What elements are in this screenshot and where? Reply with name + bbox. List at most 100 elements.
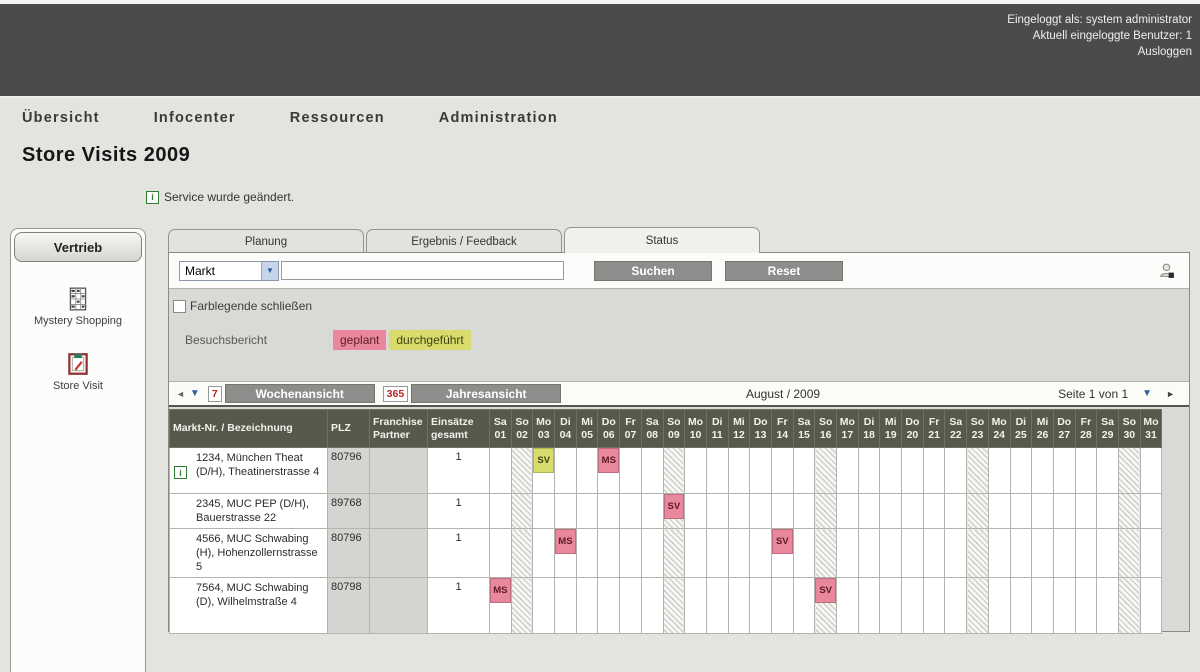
day-header-sa22: Sa 22	[944, 409, 968, 448]
day-cell	[575, 493, 599, 529]
day-cell	[792, 493, 816, 529]
day-cell	[510, 493, 534, 529]
day-header-mo03: Mo 03	[532, 409, 556, 448]
week-back-icon[interactable]: ◄	[176, 388, 185, 399]
day-cell	[597, 528, 621, 578]
day-cell	[532, 493, 556, 529]
nav-item-infocenter[interactable]: Infocenter	[153, 110, 236, 126]
day-cell: SV	[662, 493, 686, 529]
visit-badge-ms[interactable]: MS	[598, 448, 620, 473]
day-cell	[727, 447, 751, 494]
sidebar-item-store-visit[interactable]: Store Visit	[11, 351, 145, 392]
visit-badge-ms[interactable]: MS	[490, 578, 511, 603]
day-header-mo31: Mo 31	[1139, 409, 1163, 448]
day-cell	[1009, 493, 1033, 529]
masthead: Eingeloggt als: system administrator Akt…	[0, 4, 1200, 98]
day-cell	[1031, 528, 1054, 578]
day-header-so16: So 16	[814, 409, 837, 448]
day-cell	[857, 447, 881, 494]
table-header-row: Markt-Nr. / Bezeichnung PLZ Franchise Part…	[169, 409, 1163, 448]
day-header-fr21: Fr 21	[922, 409, 946, 448]
nav-item-bersicht[interactable]: Übersicht	[22, 110, 100, 126]
day-cell	[1096, 577, 1119, 634]
day-cell: SV	[770, 528, 794, 578]
plz-cell: 89768	[327, 493, 370, 529]
tab-planung[interactable]: Planung	[168, 229, 364, 253]
day-header-so02: So 02	[510, 409, 534, 448]
visit-badge-sv[interactable]: SV	[663, 494, 685, 519]
tab-ergebnis-feedback[interactable]: Ergebnis / Feedback	[366, 229, 562, 253]
day-cell	[489, 447, 512, 494]
day-cell	[966, 577, 989, 634]
legend-row: Besuchsbericht geplant durchgeführt	[185, 330, 474, 350]
day-cell	[1074, 447, 1098, 494]
page-title: Store Visits 2009	[22, 144, 191, 166]
week-dropdown-icon[interactable]: ▼	[189, 388, 200, 399]
sidebar-header-vertrieb[interactable]: Vertrieb	[14, 232, 142, 262]
day-cell	[836, 528, 859, 578]
day-cell	[1139, 577, 1163, 634]
visit-badge-sv[interactable]: SV	[771, 529, 793, 554]
week-count-badge: 7	[207, 385, 222, 402]
jahresansicht-button[interactable]: Jahresansicht	[411, 384, 562, 403]
day-cell	[705, 447, 729, 494]
day-header-do13: Do 13	[749, 409, 772, 448]
einsaetze-cell: 1	[427, 447, 490, 494]
user-icon[interactable]	[1158, 262, 1175, 279]
tab-status[interactable]: Status	[564, 227, 760, 253]
info-icon[interactable]: i	[174, 466, 187, 479]
day-header-do06: Do 06	[597, 409, 621, 448]
page-dropdown-icon[interactable]: ▼	[1142, 388, 1153, 399]
day-cell	[554, 493, 577, 529]
day-cell	[879, 528, 903, 578]
visit-badge-ms[interactable]: MS	[555, 529, 576, 554]
sidebar-item-mystery-shopping[interactable]: Mystery Shopping	[11, 286, 145, 327]
visit-badge-sv[interactable]: SV	[533, 448, 555, 473]
suchen-button[interactable]: Suchen	[594, 260, 712, 281]
plz-cell: 80796	[327, 528, 370, 578]
day-cell	[727, 493, 751, 529]
day-cell	[901, 528, 924, 578]
day-header-di11: Di 11	[705, 409, 729, 448]
day-cell	[1096, 528, 1119, 578]
search-field-select[interactable]: Markt ▼	[179, 260, 279, 281]
pagination: Seite 1 von 1 ▼ ►	[1058, 387, 1175, 401]
logout-link[interactable]: Ausloggen	[1137, 46, 1192, 58]
day-cell	[640, 493, 664, 529]
search-input[interactable]	[281, 261, 564, 280]
wochenansicht-button[interactable]: Wochenansicht	[224, 384, 375, 403]
day-cell	[857, 528, 881, 578]
page-next-icon[interactable]: ►	[1166, 388, 1175, 399]
day-header-fr28: Fr 28	[1074, 409, 1098, 448]
day-cell	[879, 493, 903, 529]
day-header-di04: Di 04	[554, 409, 577, 448]
legend-close-checkbox[interactable]	[173, 299, 186, 313]
store-name-cell: 4566, MUC Schwabing (H), Hohenzollernstr…	[169, 528, 328, 578]
day-cell	[575, 528, 599, 578]
day-cell: MS	[597, 447, 621, 494]
franchise-cell	[369, 493, 428, 529]
day-header-mo17: Mo 17	[836, 409, 859, 448]
nav-item-ressourcen[interactable]: Ressourcen	[289, 110, 385, 126]
sidebar-item-label: Store Visit	[53, 380, 103, 392]
day-header-sa01: Sa 01	[489, 409, 512, 448]
nav-item-administration[interactable]: Administration	[438, 110, 558, 126]
day-cell	[1139, 447, 1163, 494]
day-cell	[1074, 528, 1098, 578]
column-header: Einsätze gesamt	[427, 409, 490, 448]
day-cell	[1117, 577, 1141, 634]
top-divider	[0, 0, 1200, 4]
day-cell	[792, 577, 816, 634]
day-cell	[1052, 493, 1076, 529]
day-cell	[1031, 447, 1054, 494]
day-cell	[684, 528, 707, 578]
visit-badge-sv[interactable]: SV	[815, 578, 836, 603]
day-cell	[966, 528, 989, 578]
store-name-cell: i 1234, München Theat (D/H), Theatinerstr…	[169, 447, 328, 494]
main-nav: Übersicht Infocenter Ressourcen Administrat…	[22, 110, 558, 126]
day-cell	[1009, 577, 1033, 634]
day-cell	[987, 447, 1011, 494]
day-cell	[662, 528, 686, 578]
day-cell	[489, 493, 512, 529]
reset-button[interactable]: Reset	[725, 260, 843, 281]
